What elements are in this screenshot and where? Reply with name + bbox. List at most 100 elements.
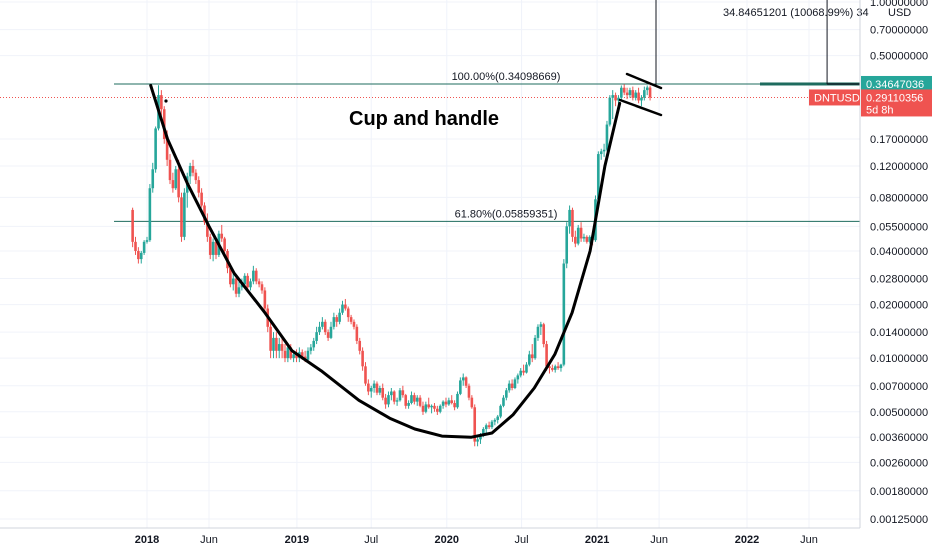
candle — [599, 148, 603, 160]
candle-body — [211, 241, 215, 255]
candle-body — [381, 388, 385, 398]
candle-body — [220, 233, 224, 239]
candle — [628, 87, 632, 98]
candle-body — [502, 397, 505, 406]
x-axis[interactable]: 2018 Jun 2019 Jul 2020 Jul 2021 Jun 2022 Jun — [0, 527, 860, 546]
candle — [312, 337, 316, 351]
candle — [536, 324, 540, 341]
candle — [499, 404, 502, 419]
candle — [513, 377, 517, 390]
x-tick-label: Jun — [200, 534, 218, 546]
candle-body — [424, 404, 428, 412]
current-price-text: 0.29110356 — [866, 92, 923, 104]
candle-body — [332, 317, 336, 327]
candle — [450, 395, 454, 405]
candle-body — [318, 326, 321, 333]
candle — [344, 298, 347, 311]
candle — [206, 213, 209, 242]
candle-body — [430, 405, 433, 408]
candle-body — [493, 419, 497, 422]
candle-body — [321, 321, 324, 327]
candle — [565, 222, 569, 269]
candle — [280, 337, 284, 359]
candle — [237, 281, 241, 298]
candle-body — [292, 354, 295, 359]
candle-body — [461, 377, 465, 381]
candle-body — [326, 332, 330, 338]
candle-body — [548, 366, 551, 369]
candle — [553, 364, 557, 373]
candle — [551, 364, 554, 372]
candle — [510, 379, 514, 391]
candle-body — [576, 227, 580, 244]
candle-body — [300, 352, 304, 357]
hand-drawings: 34.84651201 (10068.99%) 34 Cup and handle — [149, 0, 869, 439]
candle-body — [214, 241, 218, 255]
candle-body — [648, 87, 652, 98]
candle-body — [510, 383, 514, 389]
candle — [246, 273, 249, 291]
candle-body — [542, 324, 546, 345]
candle — [410, 391, 413, 405]
candle — [214, 240, 218, 260]
candle-body — [148, 188, 152, 241]
candle-body — [499, 405, 502, 417]
candle — [490, 419, 494, 430]
candle-body — [467, 385, 471, 398]
candle — [260, 281, 264, 294]
candle — [648, 85, 652, 101]
candle-body — [574, 236, 577, 244]
candle — [326, 329, 330, 341]
candle — [254, 268, 258, 285]
candle — [137, 247, 140, 264]
candle — [401, 385, 405, 398]
candle-body — [568, 209, 571, 227]
y-tick-label: 0.01400000 — [870, 327, 928, 339]
candle-body — [464, 377, 468, 386]
candle-body — [637, 92, 640, 101]
y-axis[interactable]: 1.00000000 0.70000000 0.50000000 0.17000000… — [859, 0, 928, 528]
candle — [283, 344, 287, 363]
candle-body — [470, 397, 474, 408]
candle — [142, 240, 146, 255]
candle — [384, 393, 387, 409]
y-tick-label: 0.08000000 — [870, 192, 928, 204]
candle — [522, 364, 525, 376]
candle-body — [272, 337, 275, 351]
candle-body — [620, 87, 623, 98]
y-tick-label: 0.50000000 — [870, 51, 928, 63]
x-tick-label: Jun — [650, 534, 668, 546]
candle-body — [378, 388, 382, 393]
candle-body — [338, 312, 341, 322]
y-tick-label: 0.02800000 — [870, 274, 928, 286]
candle-body — [536, 326, 540, 338]
y-tick-label: 0.00700000 — [870, 381, 928, 393]
candle-body — [456, 393, 459, 408]
candle-body — [427, 404, 431, 408]
candle-body — [640, 97, 643, 101]
candle — [585, 235, 589, 244]
candle — [444, 397, 448, 408]
candle — [640, 95, 643, 107]
candle — [263, 287, 267, 313]
candle — [180, 192, 183, 242]
candle — [507, 380, 511, 393]
currency-label: USD — [888, 7, 911, 19]
candle-body — [395, 400, 399, 402]
x-tick-label: Jul — [515, 534, 529, 546]
candle-body — [628, 90, 632, 96]
candle-body — [608, 97, 612, 125]
candle — [355, 324, 359, 345]
candle — [461, 373, 465, 386]
y-tick-label: 0.00360000 — [870, 432, 928, 444]
y-tick-label: 0.01000000 — [870, 353, 928, 365]
candle — [257, 278, 261, 288]
candle — [631, 86, 635, 101]
candle-body — [571, 209, 574, 237]
candle-body — [231, 278, 235, 285]
candle-body — [372, 383, 376, 389]
candle-body — [582, 236, 586, 239]
candle — [335, 314, 339, 327]
candle-body — [507, 383, 511, 391]
